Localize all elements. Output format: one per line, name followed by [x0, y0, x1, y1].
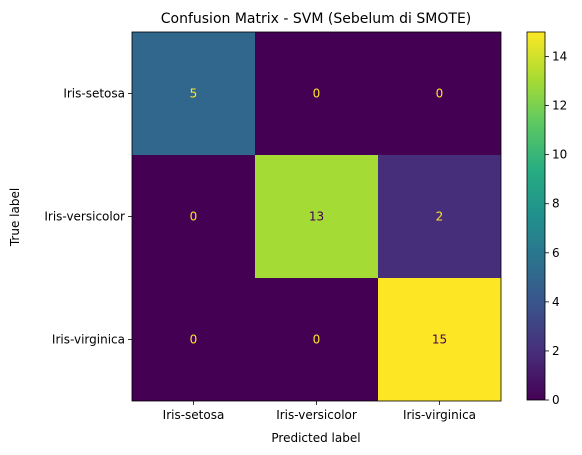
x-axis-title: Predicted label: [271, 431, 360, 445]
colorbar-tick-label: 10: [552, 148, 567, 162]
cell-value-label: 0: [436, 87, 444, 101]
colorbar: [526, 31, 546, 401]
colorbar-tick-label: 0: [552, 393, 560, 407]
y-axis-ticks: Iris-setosa Iris-versicolor Iris-virginica: [44, 87, 132, 347]
cell-value-label: 13: [309, 210, 324, 224]
x-tick-label: Iris-versicolor: [276, 408, 357, 422]
y-axis-title: True label: [8, 188, 22, 247]
matrix-cell: [132, 278, 255, 401]
cell-value-label: 15: [432, 333, 447, 347]
x-tick-label: Iris-virginica: [403, 408, 476, 422]
matrix-cell: [132, 32, 255, 155]
matrix-cell: [378, 155, 501, 278]
colorbar-tick-label: 12: [552, 99, 567, 113]
x-tick-label: Iris-setosa: [163, 408, 225, 422]
colorbar-tick-label: 8: [552, 197, 560, 211]
y-tick-label: Iris-virginica: [52, 333, 125, 347]
colorbar-tick-label: 4: [552, 295, 560, 309]
matrix-cell: [255, 278, 378, 401]
matrix-cell: [378, 278, 501, 401]
chart-title: Confusion Matrix - SVM (Sebelum di SMOTE…: [161, 11, 472, 27]
cell-value-label: 0: [190, 210, 198, 224]
x-axis-ticks: Iris-setosa Iris-versicolor Iris-virginica: [163, 401, 476, 422]
cell-value-label: 5: [190, 87, 198, 101]
colorbar-tick-label: 2: [552, 344, 560, 358]
colorbar-tick-label: 6: [552, 246, 560, 260]
cell-value-label: 0: [313, 87, 321, 101]
y-tick-label: Iris-setosa: [63, 87, 125, 101]
matrix-cell: [255, 32, 378, 155]
matrix-cell: [255, 155, 378, 278]
y-tick-label: Iris-versicolor: [44, 210, 125, 224]
cell-value-label: 0: [313, 333, 321, 347]
matrix-cell: [378, 32, 501, 155]
cell-value-label: 0: [190, 333, 198, 347]
matrix-cells: 5 0 0 0 13 2 0 0 15: [131, 31, 502, 402]
matrix-cell: [132, 155, 255, 278]
colorbar-tick-label: 14: [552, 50, 567, 64]
cell-value-label: 2: [436, 210, 444, 224]
colorbar-ticks: 0 2 4 6 8 10 12 14: [545, 50, 567, 407]
